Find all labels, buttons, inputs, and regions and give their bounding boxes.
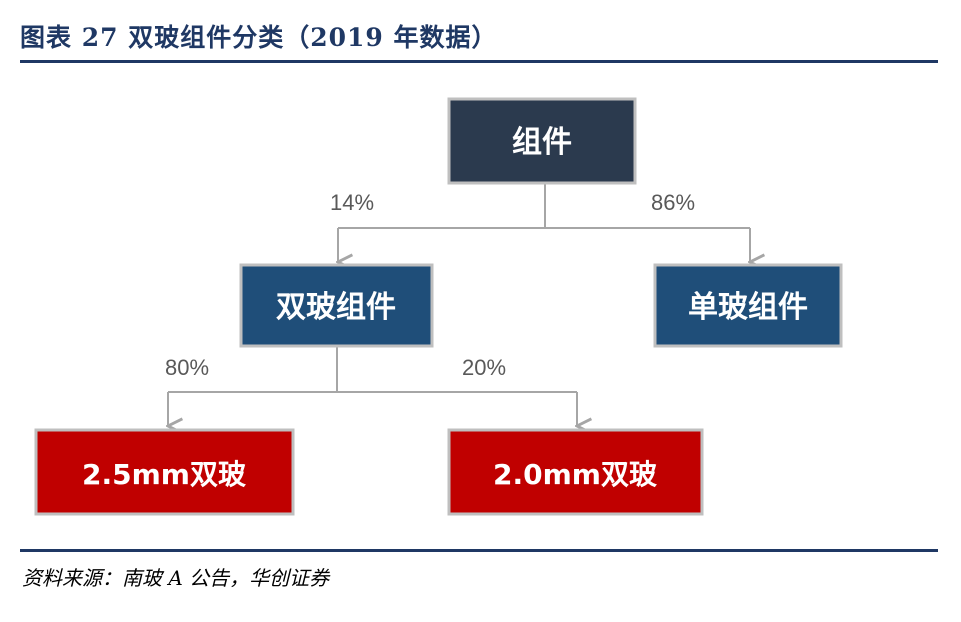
- node-double-glass-label: 双玻组件: [276, 290, 396, 325]
- share-single-glass: 86%: [651, 190, 695, 215]
- node-double-glass-module: 双玻组件: [239, 263, 434, 348]
- node-module: 组件: [447, 97, 637, 185]
- share-2-5mm: 80%: [165, 355, 209, 380]
- title-rule: [20, 60, 938, 63]
- source-rule: [20, 549, 938, 552]
- share-double-glass: 14%: [330, 190, 374, 215]
- node-2-0mm-double-glass: 2.0mm双玻: [447, 428, 704, 516]
- node-single-glass-label: 单玻组件: [688, 290, 808, 325]
- figure-title: 图表 27 双玻组件分类（2019 年数据）: [20, 23, 498, 52]
- share-2-0mm: 20%: [462, 355, 506, 380]
- node-2-0mm-label: 2.0mm双玻: [493, 458, 657, 491]
- node-module-label: 组件: [512, 125, 572, 160]
- node-2-5mm-label: 2.5mm双玻: [82, 458, 246, 491]
- node-single-glass-module: 单玻组件: [653, 263, 843, 348]
- connector-root: [338, 183, 750, 262]
- source-note: 资料来源：南玻 A 公告，华创证券: [22, 566, 330, 590]
- node-2-5mm-double-glass: 2.5mm双玻: [34, 428, 295, 516]
- connector-double-glass: [168, 346, 577, 426]
